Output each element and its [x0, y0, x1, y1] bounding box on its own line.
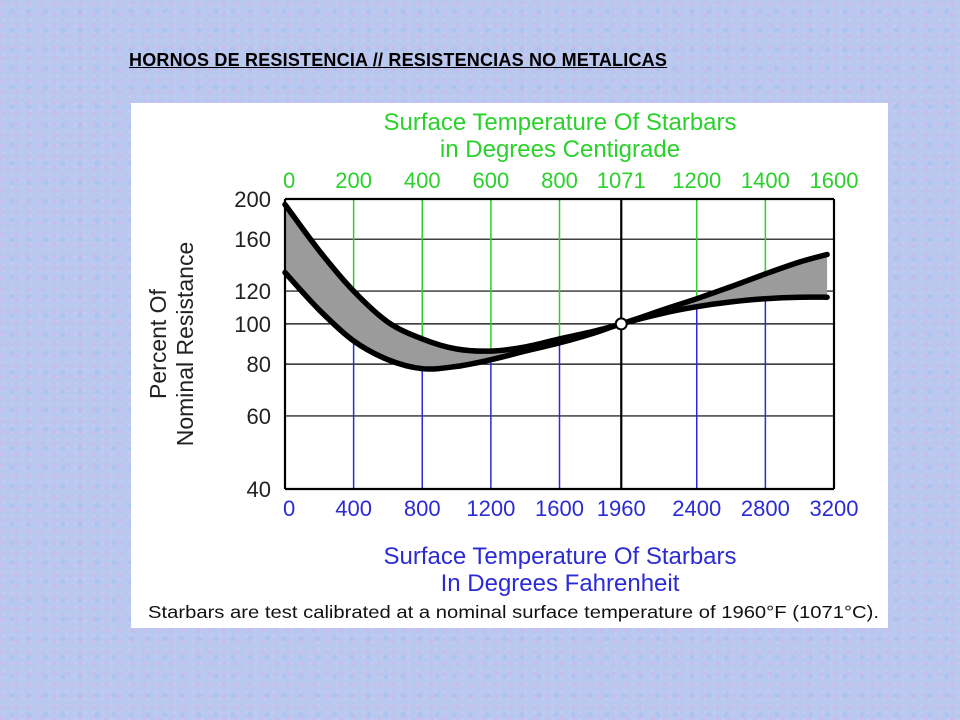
centigrade-tick-1071: 1071	[597, 168, 646, 193]
curve-layer	[282, 201, 830, 372]
centigrade-tick-400: 400	[404, 168, 441, 193]
fahrenheit-tick-2400: 2400	[672, 496, 721, 521]
fahrenheit-tick-800: 800	[404, 496, 441, 521]
y-tick-60: 60	[247, 404, 271, 429]
y-tick-40: 40	[247, 477, 271, 502]
y-axis-title-line-2: Nominal Resistance	[172, 242, 198, 447]
y-tick-160: 160	[234, 227, 271, 252]
frame-layer	[283, 197, 836, 491]
page-title: HORNOS DE RESISTENCIA // RESISTENCIAS NO…	[129, 50, 668, 70]
resistance-chart-panel: Surface Temperature Of Starbars in Degree…	[131, 103, 888, 628]
fahrenheit-tick-400: 400	[335, 496, 372, 521]
y-axis-title-line-1: Percent Of	[145, 288, 171, 399]
centigrade-tick-600: 600	[473, 168, 510, 193]
top-axis-title-line-2: in Degrees Centigrade	[440, 136, 680, 163]
bottom-axis-title-line-1: Surface Temperature Of Starbars	[383, 543, 736, 570]
fahrenheit-tick-1960: 1960	[597, 496, 646, 521]
centigrade-tick-1600: 1600	[810, 168, 859, 193]
centigrade-tick-800: 800	[541, 168, 578, 193]
y-tick-100: 100	[234, 312, 271, 337]
fahrenheit-tick-0: 0	[283, 496, 295, 521]
fahrenheit-tick-1200: 1200	[466, 496, 515, 521]
calibration-point	[614, 317, 628, 331]
centigrade-tick-1400: 1400	[741, 168, 790, 193]
y-tick-120: 120	[234, 279, 271, 304]
grid-layer	[285, 198, 834, 489]
y-tick-200: 200	[234, 187, 271, 212]
centigrade-tick-0: 0	[283, 168, 295, 193]
fahrenheit-tick-3200: 3200	[810, 496, 859, 521]
bottom-axis-title-line-2: In Degrees Fahrenheit	[441, 570, 680, 597]
fahrenheit-tick-2800: 2800	[741, 496, 790, 521]
fahrenheit-tick-1600: 1600	[535, 496, 584, 521]
chart-caption: Starbars are test calibrated at a nomina…	[148, 602, 879, 622]
top-axis-title-line-1: Surface Temperature Of Starbars	[383, 109, 736, 136]
centigrade-tick-200: 200	[335, 168, 372, 193]
centigrade-tick-1200: 1200	[672, 168, 721, 193]
y-tick-80: 80	[247, 352, 271, 377]
